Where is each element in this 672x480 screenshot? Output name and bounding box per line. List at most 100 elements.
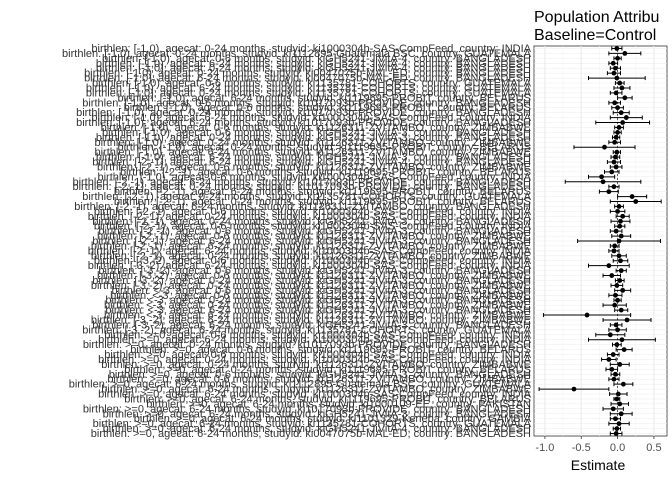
chart-title-line-2: Baseline=Control <box>534 27 656 44</box>
y-axis-label: birthlen: [-1,0), agecat: 0-6 months, st… <box>102 127 531 139</box>
point-estimate <box>616 204 622 209</box>
y-axis-label: birthlen: [-2,-1), agecat: 0-6 months, s… <box>97 161 531 173</box>
point-estimate <box>613 90 619 96</box>
point-estimate <box>613 228 619 234</box>
y-axis-label: birthlen: [-1,0), agecat: 0-24 months, s… <box>117 142 531 154</box>
point-estimate <box>571 386 577 392</box>
y-axis-label: birthlen: >=0, agecat: 6-24 months, stud… <box>101 384 531 396</box>
y-axis-label: birthlen: >=0, agecat: 0-6 months, study… <box>109 369 531 381</box>
y-axis-label: birthlen: [-1,0), agecat: 6-24 months, s… <box>94 147 531 159</box>
y-axis-label: birthlen: >=0, agecat: 6-24 months, stud… <box>124 393 531 405</box>
y-axis-label: birthlen: <-3, agecat: 6-24 months, stud… <box>104 310 531 322</box>
point-estimate <box>600 179 606 185</box>
point-estimate <box>616 253 622 259</box>
point-estimate <box>629 194 635 199</box>
point-estimate <box>615 55 620 61</box>
y-axis-label: birthlen: >=0, agecat: 6-24 months, stud… <box>103 408 531 420</box>
y-axis-label: birthlen: >=0, agecat: 6-24 months, stud… <box>83 403 531 415</box>
y-axis-label: birthlen: [-2,-1), agecat: 0-24 months, … <box>82 191 531 203</box>
point-estimate <box>617 80 623 86</box>
y-axis-label: birthlen: <-3, agecat: 0-6 months, study… <box>110 290 531 302</box>
point-estimate <box>623 115 629 120</box>
y-axis-label: birthlen: <-3, agecat: 0-24 months, stud… <box>105 295 531 307</box>
y-axis-label: birthlen: >=0, agecat: 6-24 months, stud… <box>98 334 532 346</box>
x-axis-title: Estimate <box>571 457 626 473</box>
point-estimate <box>614 426 620 431</box>
point-estimate <box>618 268 624 274</box>
y-axis-label: birthlen: [-1,0), agecat: 0-24 months, s… <box>76 107 531 119</box>
point-estimate <box>618 233 624 239</box>
y-axis-label: birthlen: [-1,0), agecat: 6-24 months, s… <box>91 112 531 124</box>
y-axis-label: birthlen: [-2,-1), agecat: 6-24 months, … <box>88 245 532 257</box>
point-estimate <box>614 342 620 348</box>
point-estimate <box>612 154 618 160</box>
y-axis-label: birthlen: [-1,0), agecat: 0-24 months, s… <box>96 63 531 75</box>
point-estimate <box>612 139 618 145</box>
point-estimate <box>609 366 615 372</box>
point-estimate <box>612 243 618 249</box>
y-axis-label: birthlen: [-3,-2), agecat: 6-24 months, … <box>92 319 531 331</box>
point-estimate <box>618 307 624 313</box>
point-estimate <box>609 169 615 175</box>
point-estimate <box>609 273 615 278</box>
point-estimate <box>615 297 620 303</box>
point-estimate <box>615 129 620 135</box>
y-axis-label: birthlen: [-2,-1), agecat: 0-24 months, … <box>92 216 531 228</box>
y-axis-label: birthlen: [-2,-1), agecat: 0-6 months, s… <box>94 221 532 233</box>
y-axis-label: birthlen: [-2,-1), agecat: 6-24 months, … <box>72 176 531 188</box>
y-axis-label: birthlen: [-2,-1), agecat: 0-6 months, s… <box>94 206 532 218</box>
y-axis-label: birthlen: [-1,0), agecat: 0-24 months, s… <box>91 43 531 55</box>
y-axis-label: birthlen: [-1,0), agecat: 6-24 months, s… <box>117 92 531 104</box>
point-estimate <box>615 391 621 397</box>
point-estimate <box>618 411 624 417</box>
y-axis-label: birthlen: >=0, agecat: 6-24 months, stud… <box>146 398 531 410</box>
y-axis-label: birthlen: <-3, agecat: 0-24 months, stud… <box>104 300 531 312</box>
point-estimate <box>618 110 624 116</box>
y-axis-label: birthlen: [-1,0), agecat: 0-6 months, st… <box>124 102 531 114</box>
y-axis-label: birthlen: [-2,-1), agecat: 0-24 months, … <box>114 196 531 208</box>
x-tick-label: 0.5 <box>646 442 661 454</box>
y-axis-label: birthlen: [-3,-2), agecat: 0-24 months, … <box>91 280 531 292</box>
point-estimate <box>617 223 623 229</box>
y-axis-label: birthlen: >=0, agecat: 0-6 months, study… <box>130 344 531 356</box>
point-estimate <box>616 238 622 244</box>
y-axis-label: birthlen: [-1,0), agecat: 0-6 months, st… <box>82 97 531 109</box>
y-axis-label: birthlen: [-2,-1), agecat: 0-6 months, s… <box>98 226 531 238</box>
y-axis-label: birthlen: [-3,-2), agecat: 0-24 months, … <box>92 275 531 287</box>
y-axis-label: birthlen: >=0, agecat: 6-24 months, stud… <box>103 423 531 435</box>
x-tick-label: -0.5 <box>572 442 591 454</box>
point-estimate <box>606 357 612 362</box>
point-estimate <box>614 149 620 155</box>
y-axis-label: birthlen: [-1,0), agecat: 6-24 months, s… <box>96 152 531 164</box>
point-estimate <box>618 258 623 264</box>
y-axis-labels: birthlen: >=0, agecat: 6-24 months, stud… <box>62 43 532 440</box>
point-estimate <box>610 406 616 412</box>
grid-lines <box>534 46 667 436</box>
y-axis-label: birthlen: [-2,-1), agecat: 0-6 months, s… <box>120 166 531 178</box>
y-axis-label: birthlen: [-2,-1), agecat: 6-24 months, … <box>91 240 531 252</box>
y-axis-label: birthlen: [-1,0), agecat: 0-24 months, s… <box>86 87 532 99</box>
y-axis-label: birthlen: [-3,-2), agecat: 6-24 months, … <box>91 314 531 326</box>
point-estimate <box>615 208 620 214</box>
point-estimate <box>617 401 623 407</box>
y-axis-label: birthlen: >=0, agecat: 0-6 months, study… <box>107 374 531 386</box>
point-estimate <box>612 65 618 71</box>
y-axis-label: birthlen: <-3, agecat: 6-24 months, stud… <box>105 305 531 317</box>
point-estimate <box>611 248 617 254</box>
point-estimate <box>611 184 617 190</box>
y-axis-label: birthlen: >=0, agecat: 6-24 months, stud… <box>93 418 532 430</box>
point-estimate <box>618 218 623 224</box>
point-estimate <box>612 100 618 106</box>
x-tick-label: -1.0 <box>535 442 554 454</box>
point-estimate <box>620 287 626 293</box>
point-estimate <box>620 381 626 387</box>
point-estimate <box>613 164 619 170</box>
y-axis-label: birthlen: [-1,0), agecat: 6-24 months, s… <box>86 82 532 94</box>
point-estimate <box>614 396 620 402</box>
point-estimate <box>612 302 618 308</box>
y-axis-label: birthlen: [-2,-1), agecat: 0-6 months, s… <box>97 231 531 243</box>
point-estimate <box>622 95 628 101</box>
point-estimate <box>613 134 619 140</box>
y-axis-label: birthlen: [-2,-1), agecat: 0-24 months, … <box>91 250 531 262</box>
